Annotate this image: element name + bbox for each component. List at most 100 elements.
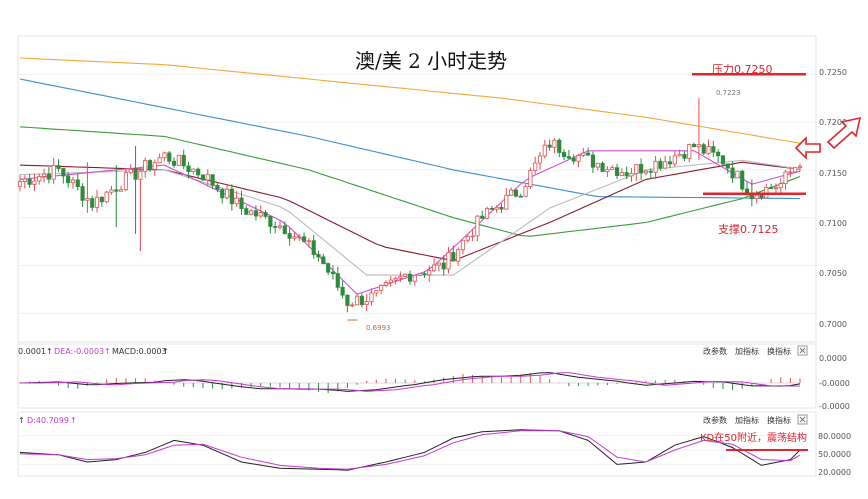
moving-average-line	[19, 57, 801, 144]
candle-body	[32, 180, 37, 185]
candle-body	[152, 162, 157, 170]
candle-body	[465, 236, 470, 241]
candle-body	[436, 262, 441, 266]
moving-average-line	[19, 78, 801, 200]
candle-body	[61, 168, 66, 177]
candle-body	[75, 179, 80, 187]
main-panel-frame	[17, 35, 817, 343]
candle-body	[90, 198, 95, 208]
candle-body	[571, 157, 576, 162]
candle-body	[653, 160, 658, 173]
candle-body	[335, 273, 340, 288]
candle-body	[205, 174, 210, 181]
candle-body	[446, 252, 451, 270]
candle-body	[273, 226, 278, 228]
candle-body	[735, 170, 740, 179]
macd-up-arrow-icon: ↑	[104, 347, 111, 356]
candle-body	[128, 168, 133, 174]
candle-body	[557, 139, 562, 153]
candle-body	[398, 276, 403, 279]
y-tick-label: 0.7250	[819, 68, 847, 77]
candle-body	[610, 167, 615, 170]
candle-body	[605, 169, 610, 172]
candle-body	[706, 146, 711, 154]
macd-panel	[18, 372, 801, 394]
y-tick-label: 0.7050	[819, 269, 847, 278]
kd-switch-indicator-button[interactable]: 换指标	[767, 415, 791, 425]
candle-body	[66, 175, 71, 184]
candle-body	[643, 170, 649, 174]
candle-body	[268, 216, 273, 227]
candle-body	[677, 154, 682, 157]
macd-up-arrow-icon: ↑	[46, 347, 53, 356]
candle-body	[711, 146, 716, 153]
candle-body	[330, 271, 336, 275]
candle-body	[46, 173, 51, 180]
macd-change-params-button[interactable]: 改参数	[703, 346, 727, 356]
macd-switch-indicator-button[interactable]: 换指标	[767, 346, 791, 356]
macd-add-indicator-button[interactable]: 加指标	[735, 346, 759, 356]
candle-body	[123, 172, 129, 191]
kd-close-icon[interactable]	[797, 414, 808, 425]
candle-body	[720, 155, 726, 165]
candle-body	[624, 172, 629, 177]
candle-body	[716, 151, 721, 157]
macd-y-tick-label: -0.0000	[819, 379, 850, 388]
candle-body	[480, 215, 485, 219]
candle-body	[316, 254, 321, 258]
candle-body	[297, 236, 302, 239]
candle-body	[210, 174, 215, 186]
resistance-label: 压力0.7250	[712, 63, 773, 76]
candle-body	[687, 144, 692, 159]
kd-annotation: KD在50附近，震荡结构	[700, 431, 807, 444]
candle-body	[220, 189, 225, 199]
candle-body	[749, 194, 754, 199]
candle-body	[561, 152, 567, 158]
macd-dif-line	[19, 372, 801, 392]
candle-body	[17, 181, 23, 187]
candle-body	[114, 189, 119, 192]
candle-body	[773, 187, 779, 190]
candle-body	[730, 167, 735, 179]
macd-legend-dea: DEA:-0.0003	[54, 347, 104, 356]
kd-panel	[18, 429, 808, 471]
candle-body	[547, 144, 552, 148]
trend-arrow-icon	[794, 116, 862, 160]
candle-body	[614, 167, 620, 176]
candle-body	[234, 197, 239, 205]
candle-body	[470, 235, 475, 238]
candle-body	[157, 157, 162, 164]
candle-body	[176, 154, 181, 166]
chart-title: 澳/美 2 小时走势	[355, 49, 507, 73]
kd-k-line	[19, 429, 801, 471]
candle-body	[691, 144, 697, 148]
candle-body	[725, 163, 730, 169]
candle-body	[552, 139, 557, 148]
candle-body	[138, 170, 143, 180]
candle-body	[672, 155, 677, 165]
kd-add-indicator-button[interactable]: 加指标	[735, 415, 759, 425]
kd-change-params-button[interactable]: 改参数	[703, 415, 727, 425]
candle-body	[51, 165, 56, 180]
macd-up-arrow-icon: ↑	[162, 347, 169, 356]
candle-body	[586, 152, 591, 156]
candle-body	[186, 165, 191, 172]
candle-body	[109, 189, 114, 193]
candle-body	[364, 301, 369, 306]
candle-body	[412, 274, 417, 282]
candle-body	[249, 210, 254, 215]
candle-body	[537, 155, 543, 164]
candle-body	[441, 262, 446, 270]
candle-body	[619, 172, 624, 176]
macd-close-icon[interactable]	[797, 345, 808, 356]
candle-body	[509, 189, 514, 196]
candle-body	[422, 273, 427, 276]
candle-body	[600, 162, 605, 172]
annotation-overlays	[347, 73, 806, 321]
candle-body	[354, 295, 360, 306]
candle-body	[528, 170, 533, 188]
candle-body	[167, 152, 172, 162]
candle-body	[667, 161, 673, 165]
candle-body	[263, 212, 268, 217]
